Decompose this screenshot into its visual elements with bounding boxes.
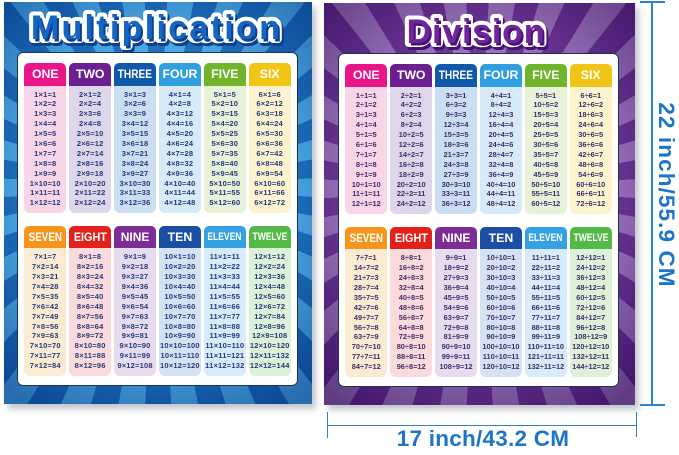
svg-text:Division: Division <box>409 16 548 54</box>
svg-text:Multiplication: Multiplication <box>33 12 284 50</box>
svg-text:Multiplication: Multiplication <box>31 9 282 47</box>
svg-text:Division: Division <box>407 13 546 51</box>
svg-text:Division: Division <box>409 16 548 54</box>
svg-text:Multiplication: Multiplication <box>33 12 284 50</box>
svg-text:Multiplication: Multiplication <box>31 9 282 47</box>
svg-text:Division: Division <box>407 13 546 51</box>
